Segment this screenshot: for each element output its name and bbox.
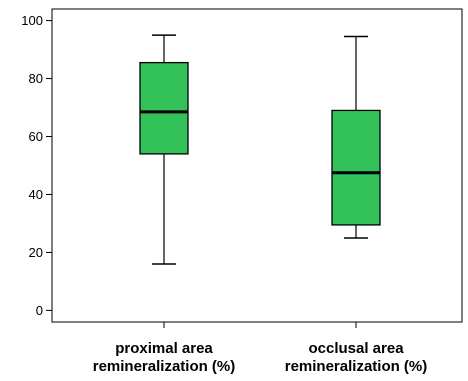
x-category-label: occlusal area remineralization (%) [285, 340, 428, 375]
x-category-label-line: remineralization (%) [93, 358, 236, 375]
box-2 [331, 35, 381, 239]
box-1 [139, 34, 189, 265]
x-axis: proximal area remineralization (%)occlusa… [93, 322, 428, 375]
y-tick-label: 20 [29, 245, 43, 260]
y-tick-label: 80 [29, 71, 43, 86]
y-tick-label: 60 [29, 129, 43, 144]
y-tick-label: 100 [21, 13, 43, 28]
iqr-box [139, 61, 189, 155]
boxes [139, 34, 381, 265]
x-category-label: proximal area remineralization (%) [93, 340, 236, 375]
plot-border [51, 8, 463, 323]
x-category-label-line: remineralization (%) [285, 358, 428, 375]
y-tick-label: 0 [36, 303, 43, 318]
y-tick-label: 40 [29, 187, 43, 202]
iqr-box [331, 109, 381, 226]
y-axis: 0 20 40 60 80 100 [21, 13, 52, 318]
plot-frame [51, 8, 463, 323]
x-category-label-line: proximal area [115, 340, 213, 357]
x-category-label-line: occlusal area [308, 340, 404, 357]
